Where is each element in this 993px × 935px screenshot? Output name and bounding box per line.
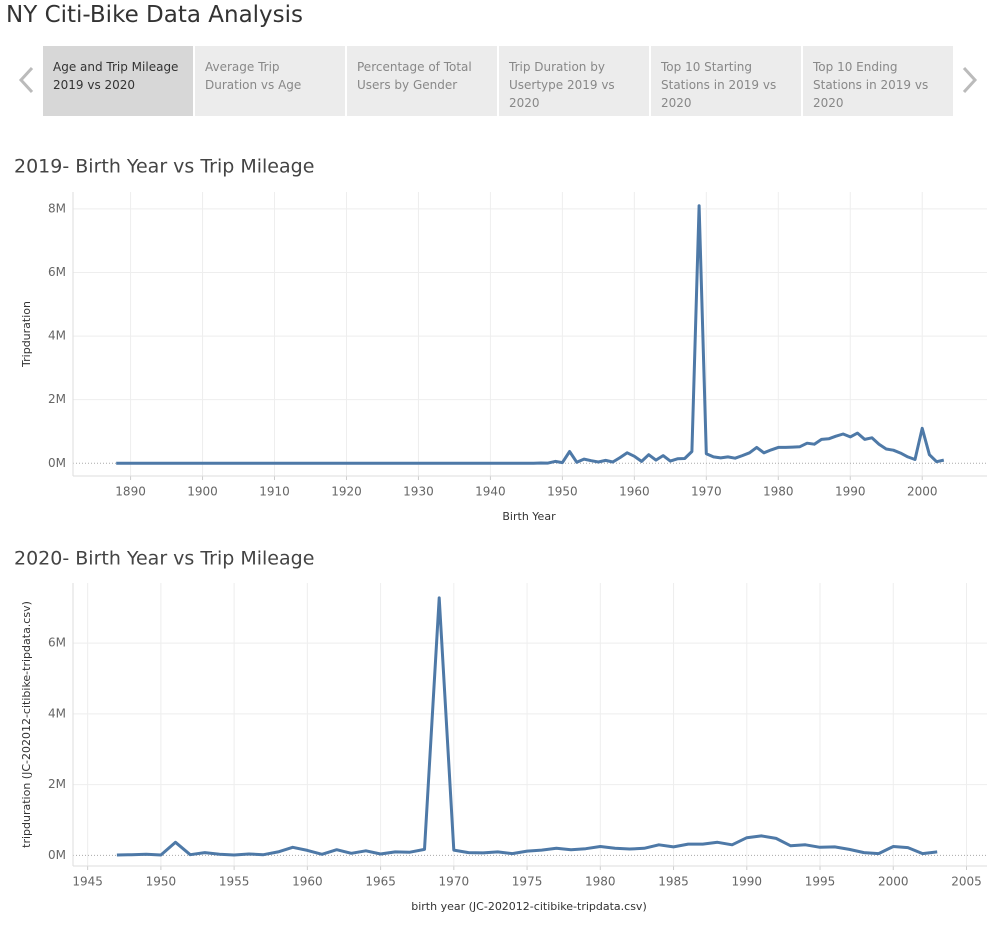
x-tick-label: 1980 [763,485,794,499]
y-tick-label: 8M [48,201,66,215]
x-tick-label: 1950 [146,875,177,889]
tab[interactable]: Age and Trip Mileage 2019 vs 2020 [43,46,193,116]
y-tick-label: 4M [48,329,66,343]
chart-title: 2020- Birth Year vs Trip Mileage [14,548,314,570]
x-tick-label: 1955 [219,875,250,889]
page-title: NY Citi-Bike Data Analysis [6,2,304,28]
x-tick-label: 1995 [805,875,836,889]
x-axis-title: birth year (JC-202012-citibike-tripdata.… [411,900,646,913]
x-tick-label: 2000 [878,875,909,889]
y-tick-label: 2M [48,777,66,791]
x-tick-label: 1945 [72,875,103,889]
prev-arrow[interactable] [18,66,34,94]
x-tick-label: 2005 [951,875,982,889]
y-tick-label: 0M [48,848,66,862]
tab[interactable]: Percentage of Total Users by Gender [347,46,497,116]
tab[interactable]: Average Trip Duration vs Age [195,46,345,116]
x-tick-label: 1980 [585,875,616,889]
x-axis-title: Birth Year [502,510,556,523]
x-tick-label: 1970 [439,875,470,889]
tab[interactable]: Top 10 Ending Stations in 2019 vs 2020 [803,46,953,116]
x-tick-label: 1970 [691,485,722,499]
y-tick-label: 2M [48,392,66,406]
y-axis-title: tripduration (JC-202012-citibike-tripdat… [20,601,33,848]
y-tick-label: 4M [48,706,66,720]
line-series [116,204,945,465]
x-tick-label: 1960 [619,485,650,499]
y-tick-label: 6M [48,265,66,279]
x-tick-label: 1990 [732,875,763,889]
y-tick-label: 6M [48,636,66,650]
x-tick-label: 1900 [187,485,218,499]
x-tick-label: 1950 [547,485,578,499]
x-tick-label: 1975 [512,875,543,889]
tab[interactable]: Trip Duration by Usertype 2019 vs 2020 [499,46,649,116]
x-tick-label: 1890 [115,485,146,499]
y-tick-label: 0M [48,456,66,470]
x-tick-label: 1930 [403,485,434,499]
x-tick-label: 2000 [907,485,938,499]
tab-bar: Age and Trip Mileage 2019 vs 2020 Average… [43,46,953,116]
x-tick-label: 1910 [259,485,290,499]
x-tick-label: 1960 [292,875,323,889]
chart-title: 2019- Birth Year vs Trip Mileage [14,156,314,178]
y-axis-title: Tripduration [20,301,33,368]
x-tick-label: 1940 [475,485,506,499]
x-tick-label: 1920 [331,485,362,499]
tab[interactable]: Top 10 Starting Stations in 2019 vs 2020 [651,46,801,116]
next-arrow[interactable] [962,66,978,94]
line-series [116,596,938,857]
x-tick-label: 1965 [365,875,396,889]
x-tick-label: 1990 [835,485,866,499]
x-tick-label: 1985 [658,875,689,889]
